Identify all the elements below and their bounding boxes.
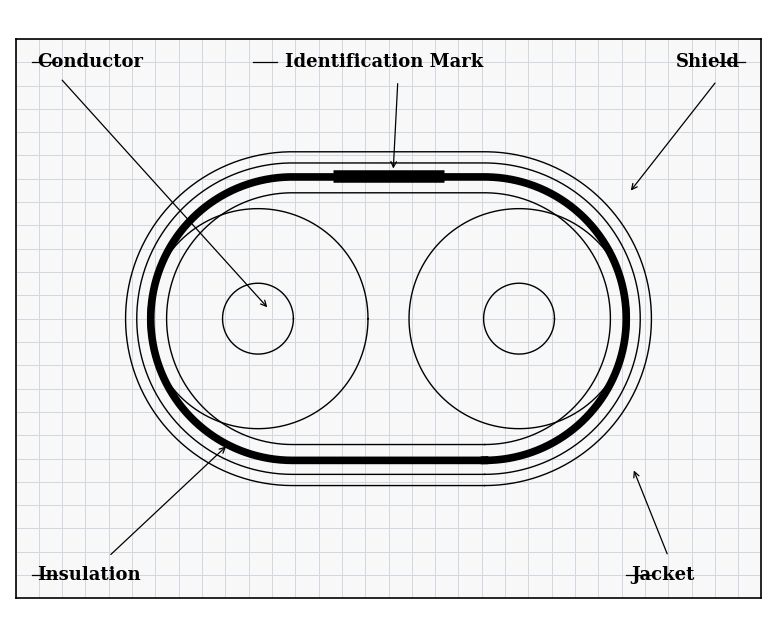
Text: Jacket: Jacket	[631, 566, 695, 584]
Text: Shield: Shield	[676, 53, 740, 71]
Text: Identification Mark: Identification Mark	[284, 53, 483, 71]
Text: Conductor: Conductor	[37, 53, 143, 71]
Text: Insulation: Insulation	[37, 566, 141, 584]
